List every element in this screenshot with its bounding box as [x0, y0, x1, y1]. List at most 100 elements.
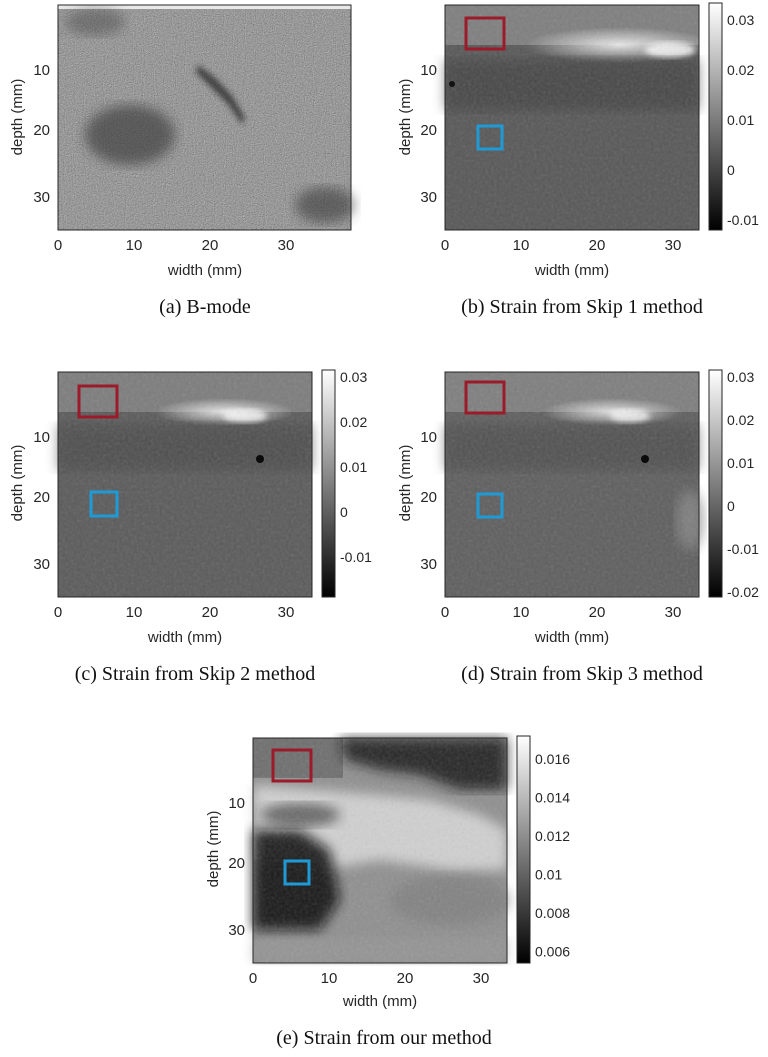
y-tick-label: 20 [420, 122, 437, 139]
y-tick-label: 20 [33, 122, 50, 139]
colorbar-d: 0.03 0.02 0.01 0 -0.01 -0.02 [708, 369, 759, 600]
y-axis-label: depth (mm) [397, 445, 414, 522]
x-tick-label: 20 [202, 237, 219, 254]
colorbar-tick-label: 0.02 [340, 414, 367, 430]
colorbar-tick-label: 0.03 [727, 12, 754, 28]
x-axis-label: width (mm) [534, 629, 609, 646]
colorbar-b: 0.03 0.02 0.01 0 -0.01 [708, 2, 759, 231]
y-tick-label: 20 [33, 489, 50, 506]
colorbar-tick-label: 0 [727, 498, 735, 514]
x-ticks-b: 0 10 20 30 [441, 237, 682, 254]
colorbar-tick-label: 0.012 [535, 828, 570, 844]
roi-blue-box [476, 124, 504, 151]
caption-e: (e) Strain from our method [276, 1027, 492, 1049]
strain-image-c [57, 371, 313, 598]
colorbar-tick-label: 0.03 [340, 369, 367, 385]
bmode-image [57, 4, 355, 231]
x-tick-label: 20 [397, 970, 414, 987]
y-ticks-e: 10 20 30 [228, 795, 245, 939]
strain-image-d [444, 371, 704, 598]
colorbar-tick-label: 0.02 [727, 412, 754, 428]
caption-c: (c) Strain from Skip 2 method [75, 663, 316, 685]
x-tick-label: 0 [441, 604, 449, 621]
y-tick-label: 30 [420, 189, 437, 206]
y-tick-label: 30 [33, 189, 50, 206]
x-tick-label: 30 [665, 237, 682, 254]
y-axis-label: depth (mm) [205, 811, 222, 888]
y-tick-label: 30 [228, 922, 245, 939]
x-ticks-e: 0 10 20 30 [249, 970, 490, 987]
colorbar-tick-label: 0 [340, 504, 348, 520]
y-axis-label: depth (mm) [397, 79, 414, 156]
y-axis-label: depth (mm) [9, 79, 26, 156]
panel-a: 10 20 30 0 10 20 30 width (mm) depth (mm) (a)… [9, 4, 355, 318]
x-tick-label: 0 [54, 237, 62, 254]
colorbar-tick-label: 0.016 [535, 751, 570, 767]
x-ticks-c: 0 10 20 30 [54, 604, 295, 621]
colorbar-tick-label: 0.008 [535, 905, 570, 921]
y-ticks-b: 10 20 30 [420, 62, 437, 206]
y-tick-label: 30 [33, 556, 50, 573]
y-tick-label: 20 [228, 855, 245, 872]
y-tick-label: 10 [228, 795, 245, 812]
roi-red-box [464, 16, 506, 51]
x-ticks-a: 0 10 20 30 [54, 237, 295, 254]
x-ticks-d: 0 10 20 30 [441, 604, 682, 621]
colorbar-tick-label: 0.03 [727, 369, 754, 385]
x-axis-label: width (mm) [147, 629, 222, 646]
roi-red-box [464, 380, 506, 415]
x-tick-label: 10 [126, 604, 143, 621]
colorbar-tick-label: 0.01 [727, 112, 754, 128]
panel-d: 10 20 30 0 10 20 30 0.03 0.02 0.01 0 -0.01 -0.02 w… [397, 369, 759, 685]
x-tick-label: 30 [665, 604, 682, 621]
panel-c: 10 20 30 0 10 20 30 0.03 0.02 0.01 0 -0.01 width … [9, 369, 372, 685]
x-tick-label: 30 [278, 237, 295, 254]
y-tick-label: 10 [420, 429, 437, 446]
y-tick-label: 20 [420, 489, 437, 506]
x-tick-label: 10 [513, 604, 530, 621]
x-axis-label: width (mm) [534, 262, 609, 279]
colorbar-tick-label: 0.01 [727, 455, 754, 471]
colorbar-tick-label: -0.01 [340, 549, 372, 565]
strain-image-b [444, 4, 715, 231]
roi-blue-box [283, 859, 311, 886]
x-tick-label: 10 [513, 237, 530, 254]
colorbar-tick-label: 0.01 [535, 867, 562, 883]
colorbar-c: 0.03 0.02 0.01 0 -0.01 [321, 369, 372, 598]
x-axis-label: width (mm) [342, 993, 417, 1010]
x-tick-label: 30 [278, 604, 295, 621]
y-ticks-d: 10 20 30 [420, 429, 437, 573]
x-tick-label: 20 [589, 604, 606, 621]
roi-red-box [271, 748, 313, 783]
x-tick-label: 10 [321, 970, 338, 987]
y-ticks-c: 10 20 30 [33, 429, 50, 573]
x-tick-label: 20 [202, 604, 219, 621]
strain-image-e [252, 737, 510, 964]
y-tick-label: 10 [33, 429, 50, 446]
x-tick-label: 20 [589, 237, 606, 254]
x-tick-label: 0 [249, 970, 257, 987]
colorbar-tick-label: -0.01 [727, 541, 759, 557]
colorbar-e: 0.016 0.014 0.012 0.01 0.008 0.006 [516, 735, 570, 964]
caption-d: (d) Strain from Skip 3 method [461, 663, 703, 685]
caption-b: (b) Strain from Skip 1 method [461, 296, 703, 318]
x-tick-label: 10 [126, 237, 143, 254]
colorbar-tick-label: 0.02 [727, 62, 754, 78]
x-tick-label: 0 [441, 237, 449, 254]
y-tick-label: 10 [33, 62, 50, 79]
colorbar-tick-label: 0.014 [535, 790, 570, 806]
colorbar-tick-label: -0.01 [727, 212, 759, 228]
caption-a: (a) B-mode [159, 296, 251, 318]
roi-blue-box [476, 492, 504, 519]
x-tick-label: 30 [473, 970, 490, 987]
y-axis-label: depth (mm) [9, 445, 26, 522]
roi-blue-box [89, 490, 119, 518]
y-ticks-a: 10 20 30 [33, 62, 50, 206]
colorbar-tick-label: 0.006 [535, 944, 570, 960]
roi-red-box [77, 384, 119, 419]
y-tick-label: 10 [420, 62, 437, 79]
x-tick-label: 0 [54, 604, 62, 621]
colorbar-tick-label: 0.01 [340, 459, 367, 475]
